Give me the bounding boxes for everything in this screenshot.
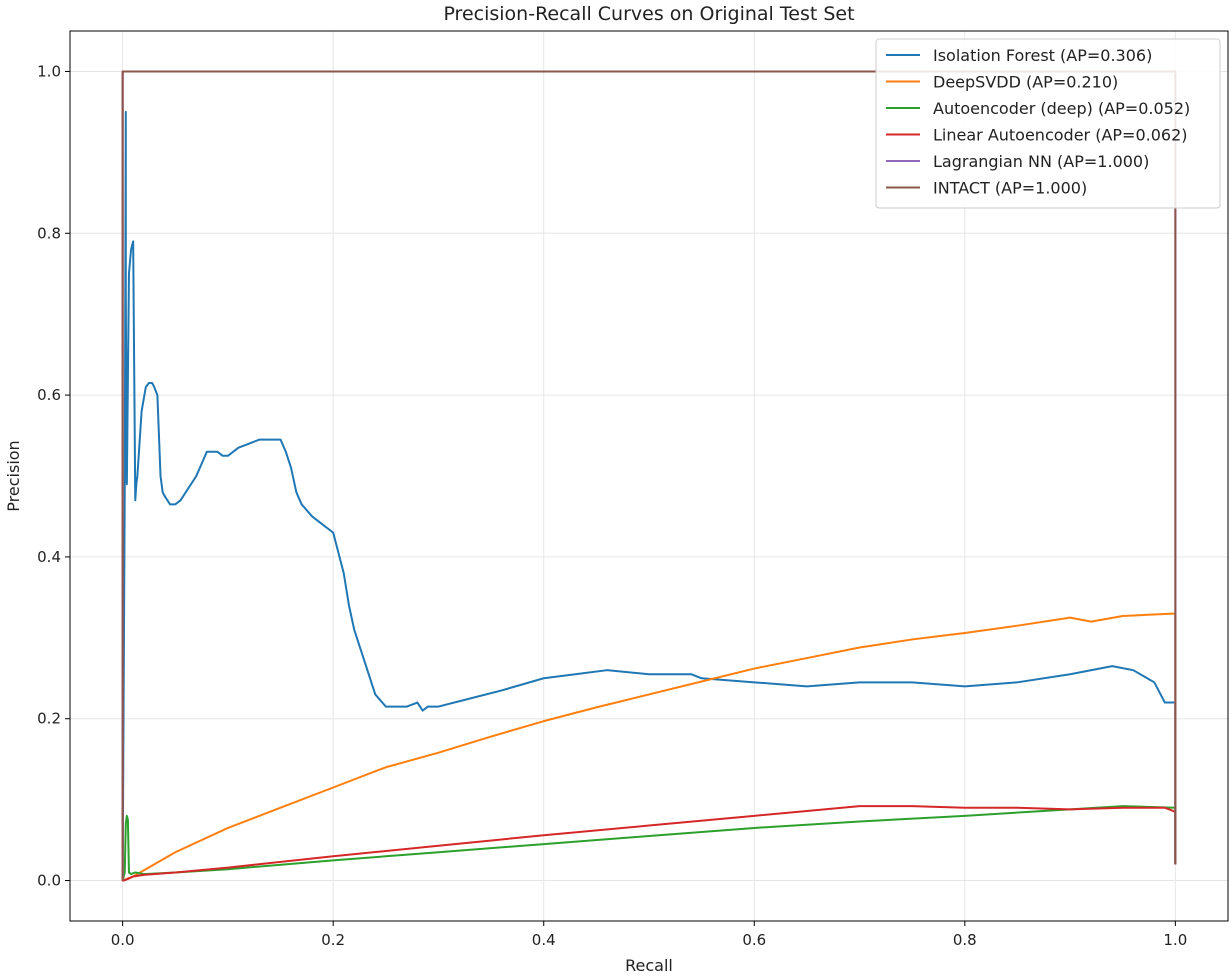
x-tick-label: 0.8 — [953, 931, 977, 949]
y-tick-label: 0.0 — [37, 872, 61, 890]
series-line-1 — [122, 612, 1177, 882]
legend-entry-label: Autoencoder (deep) (AP=0.052) — [933, 99, 1190, 118]
series-line-3 — [121, 71, 1177, 882]
y-tick-label: 0.4 — [37, 548, 61, 566]
x-tick-label: 0.2 — [321, 931, 345, 949]
legend-entry-label: DeepSVDD (AP=0.210) — [933, 73, 1118, 92]
x-tick-label: 0.4 — [532, 931, 556, 949]
y-axis-ticks: 0.0 0.2 0.4 0.6 0.8 1.0 — [37, 62, 70, 890]
legend-entry-label: Isolation Forest (AP=0.306) — [933, 46, 1152, 65]
x-axis-label: Recall — [625, 956, 673, 975]
y-tick-label: 0.8 — [37, 224, 61, 242]
series-line-0 — [121, 110, 1177, 881]
y-tick-label: 0.6 — [37, 386, 61, 404]
x-tick-label: 1.0 — [1163, 931, 1187, 949]
chart-title: Precision-Recall Curves on Original Test… — [443, 3, 854, 25]
x-tick-label: 0.6 — [742, 931, 766, 949]
y-axis-label: Precision — [4, 440, 23, 511]
legend-entry-label: INTACT (AP=1.000) — [933, 179, 1087, 198]
legend-entry-label: Linear Autoencoder (AP=0.062) — [933, 126, 1187, 145]
series-lines — [121, 70, 1177, 882]
y-tick-label: 0.2 — [37, 710, 61, 728]
y-tick-label: 1.0 — [37, 62, 61, 80]
series-line-2 — [121, 805, 1177, 881]
series-line-5 — [121, 70, 1177, 881]
x-tick-label: 0.0 — [111, 931, 135, 949]
legend-entry-label: Lagrangian NN (AP=1.000) — [933, 152, 1149, 171]
legend: Isolation Forest (AP=0.306) DeepSVDD (AP=… — [875, 38, 1221, 209]
legend-box — [875, 38, 1221, 209]
x-axis-ticks: 0.0 0.2 0.4 0.6 0.8 1.0 — [111, 921, 1187, 949]
plot-frame — [69, 30, 1229, 922]
